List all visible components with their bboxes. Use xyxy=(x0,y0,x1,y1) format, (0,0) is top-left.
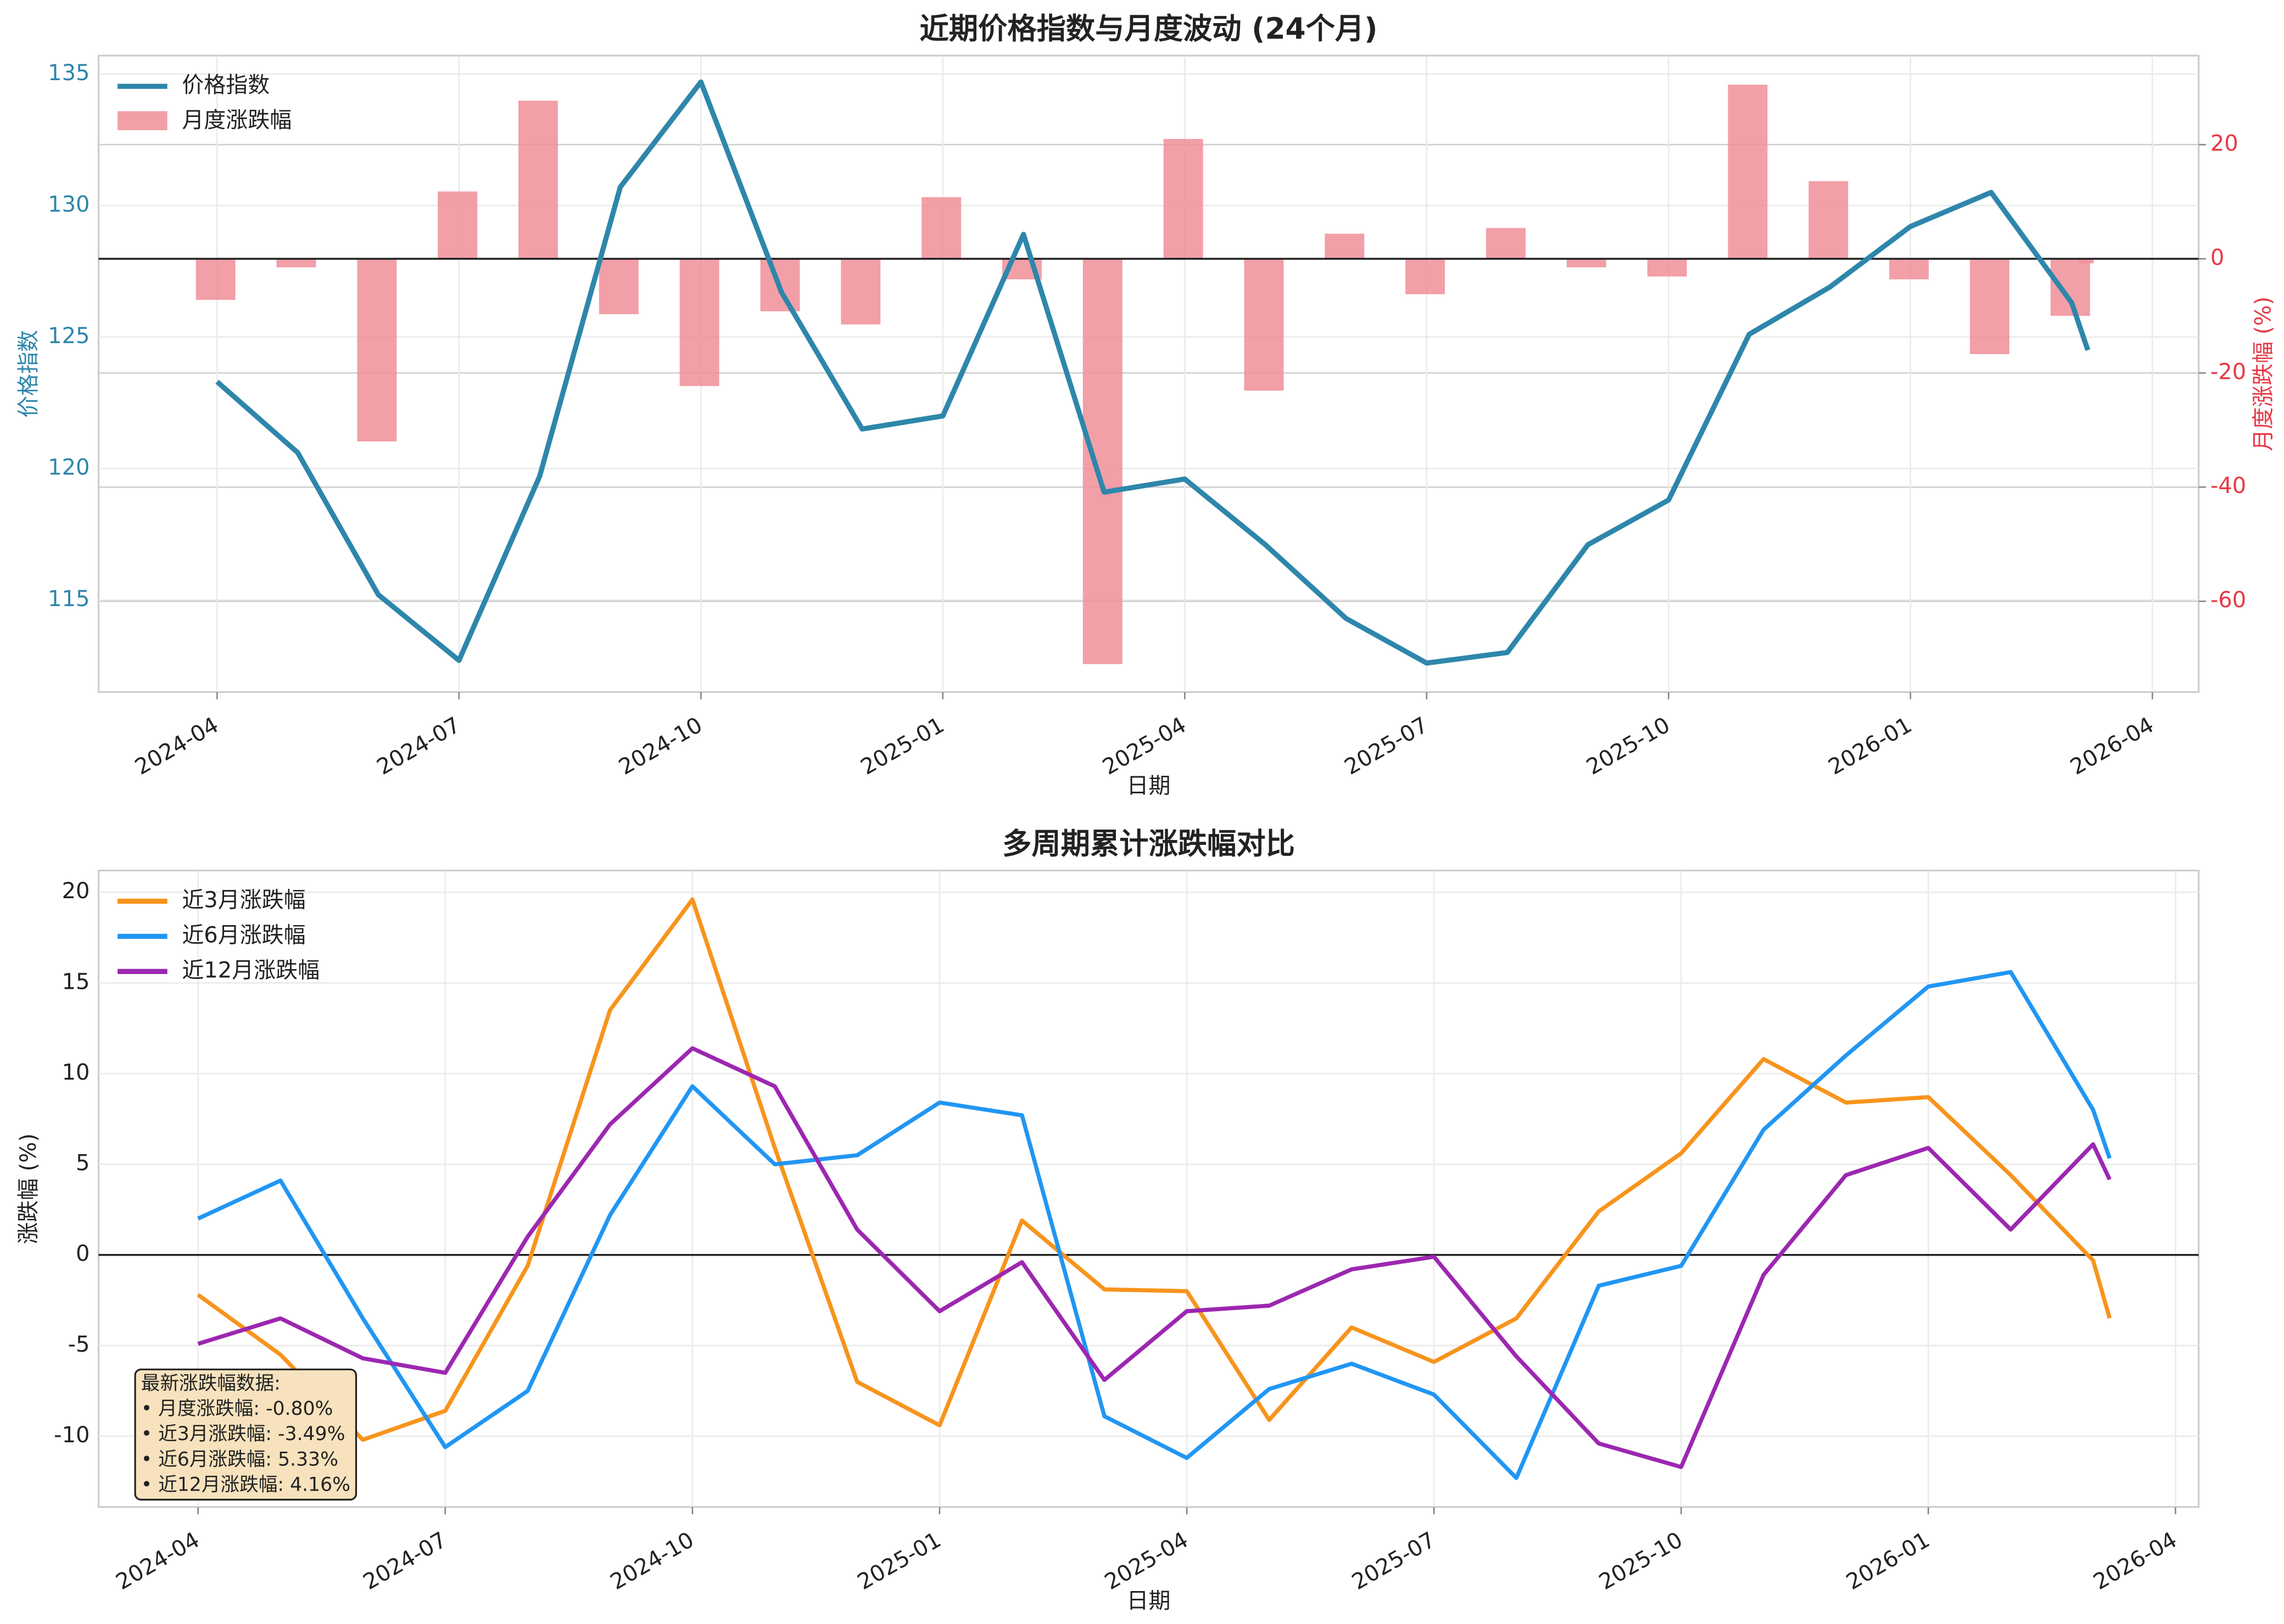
y-tick-label: 130 xyxy=(48,192,90,217)
bar xyxy=(599,259,639,315)
y-axis-label: 价格指数 xyxy=(16,330,41,418)
x-tick-label: 2025-04 xyxy=(1101,1527,1193,1595)
x-tick-label: 2024-10 xyxy=(615,712,707,780)
bar xyxy=(276,259,316,267)
line xyxy=(197,970,2112,1480)
chart-title: 近期价格指数与月度波动 (24个月) xyxy=(919,12,1377,46)
x-tick-label: 2026-01 xyxy=(1824,712,1917,780)
bar xyxy=(196,259,236,300)
x-tick-label: 2025-10 xyxy=(1595,1527,1687,1595)
bar xyxy=(438,191,478,259)
bar xyxy=(1889,259,1929,279)
bar xyxy=(1082,259,1123,664)
line xyxy=(215,79,2091,666)
x-tick-label: 2024-07 xyxy=(359,1527,451,1595)
x-tick-label: 2024-07 xyxy=(373,712,465,780)
legend-label: 价格指数 xyxy=(182,72,270,98)
x-tick-label: 2026-01 xyxy=(1842,1527,1934,1595)
bar xyxy=(1486,228,1526,259)
x-axis-label: 日期 xyxy=(1127,774,1171,799)
bar xyxy=(1970,259,2009,355)
y-tick-label: 135 xyxy=(48,60,90,86)
bar xyxy=(357,259,397,442)
legend-swatch xyxy=(118,111,167,131)
bar xyxy=(841,259,881,324)
bar xyxy=(518,100,558,259)
bar xyxy=(1405,259,1445,294)
y-tick-label: 10 xyxy=(62,1060,90,1085)
bar xyxy=(922,197,962,259)
y-tick-label: -10 xyxy=(54,1423,90,1448)
y-tick-label: 120 xyxy=(48,455,90,480)
legend-label: 近6月涨跌幅 xyxy=(182,923,305,948)
plot-area xyxy=(97,869,2200,1508)
x-tick-label: 2026-04 xyxy=(2066,712,2158,780)
bar xyxy=(1566,259,1606,267)
bar xyxy=(1244,259,1284,391)
y-tick-label: -5 xyxy=(68,1332,90,1357)
plot-area xyxy=(97,54,2200,693)
x-axis-label: 日期 xyxy=(1127,1588,1171,1614)
y2-tick-label: -60 xyxy=(2210,587,2246,613)
x-tick-label: 2025-01 xyxy=(853,1527,946,1595)
annotation-text: • 近12月涨跌幅: 4.16% xyxy=(141,1474,350,1496)
y-tick-label: 0 xyxy=(76,1241,90,1267)
y2-tick-label: -40 xyxy=(2210,473,2246,499)
x-tick-label: 2025-04 xyxy=(1098,712,1191,780)
annotation-text: • 近6月涨跌幅: 5.33% xyxy=(141,1448,338,1470)
x-tick-label: 2024-10 xyxy=(606,1527,699,1595)
bar xyxy=(1647,259,1687,277)
y2-axis-label: 月度涨跌幅 (%) xyxy=(2251,296,2276,451)
y-tick-label: 5 xyxy=(76,1151,90,1176)
bar xyxy=(2079,259,2094,264)
x-tick-label: 2024-04 xyxy=(112,1527,204,1595)
annotation-text: 最新涨跌幅数据: xyxy=(141,1373,281,1395)
y-tick-label: 115 xyxy=(48,586,90,612)
annotation-text: • 近3月涨跌幅: -3.49% xyxy=(141,1423,345,1445)
annotation-box xyxy=(134,1368,358,1501)
y2-tick-label: 20 xyxy=(2210,131,2238,156)
x-tick-label: 2025-07 xyxy=(1348,1527,1440,1595)
bar xyxy=(2050,259,2090,316)
y-axis-label: 涨跌幅 (%) xyxy=(16,1133,41,1244)
bar xyxy=(1325,233,1365,259)
x-tick-label: 2025-01 xyxy=(857,712,949,780)
bar xyxy=(1728,85,1768,259)
bar xyxy=(1808,181,1849,259)
legend-label: 近12月涨跌幅 xyxy=(182,957,320,983)
legend-label: 月度涨跌幅 xyxy=(182,108,292,133)
bar xyxy=(1163,139,1203,259)
chart-title: 多周期累计涨跌幅对比 xyxy=(1002,827,1295,861)
line xyxy=(197,1046,2112,1469)
x-tick-label: 2026-04 xyxy=(2089,1527,2181,1595)
x-tick-label: 2025-07 xyxy=(1341,712,1433,780)
bar xyxy=(679,259,719,387)
y-tick-label: 15 xyxy=(62,969,90,994)
y2-tick-label: 0 xyxy=(2210,245,2224,270)
annotation-text: • 月度涨跌幅: -0.80% xyxy=(141,1398,333,1420)
legend-label: 近3月涨跌幅 xyxy=(182,888,305,913)
line xyxy=(197,897,2112,1442)
y-tick-label: 20 xyxy=(62,878,90,904)
x-tick-label: 2025-10 xyxy=(1582,712,1674,780)
x-tick-label: 2024-04 xyxy=(131,712,223,780)
y-tick-label: 125 xyxy=(48,323,90,349)
y2-tick-label: -20 xyxy=(2210,359,2246,384)
